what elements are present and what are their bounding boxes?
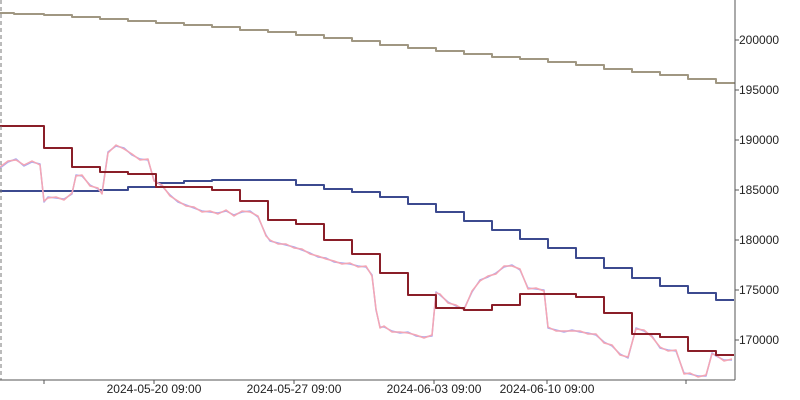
x-tick-label: 2024-06-10 09:00: [500, 382, 595, 396]
y-tick-label: 195000: [739, 83, 779, 97]
y-tick-label: 175000: [739, 283, 779, 297]
series-line-5: [0, 144, 733, 378]
series-line-3: [0, 125, 734, 356]
y-tick-label: 190000: [739, 133, 779, 147]
x-tick-label: 2024-05-27 09:00: [247, 382, 342, 396]
y-tick-label: 200000: [739, 33, 779, 47]
x-tick-label: 2024-06-03 09:00: [387, 382, 482, 396]
y-tick-label: 180000: [739, 233, 779, 247]
plot-area: [0, 12, 735, 378]
x-tick-label: 2024-05-20 09:00: [107, 382, 202, 396]
y-tick-label: 185000: [739, 183, 779, 197]
y-tick-label: 170000: [739, 333, 779, 347]
y-axis: 170000 175000 180000 185000 190000 195000 2000…: [735, 33, 779, 347]
series-line-1: [0, 12, 735, 84]
x-axis: 2024-05-20 09:00 2024-05-27 09:00 2024-06-…: [43, 380, 687, 396]
